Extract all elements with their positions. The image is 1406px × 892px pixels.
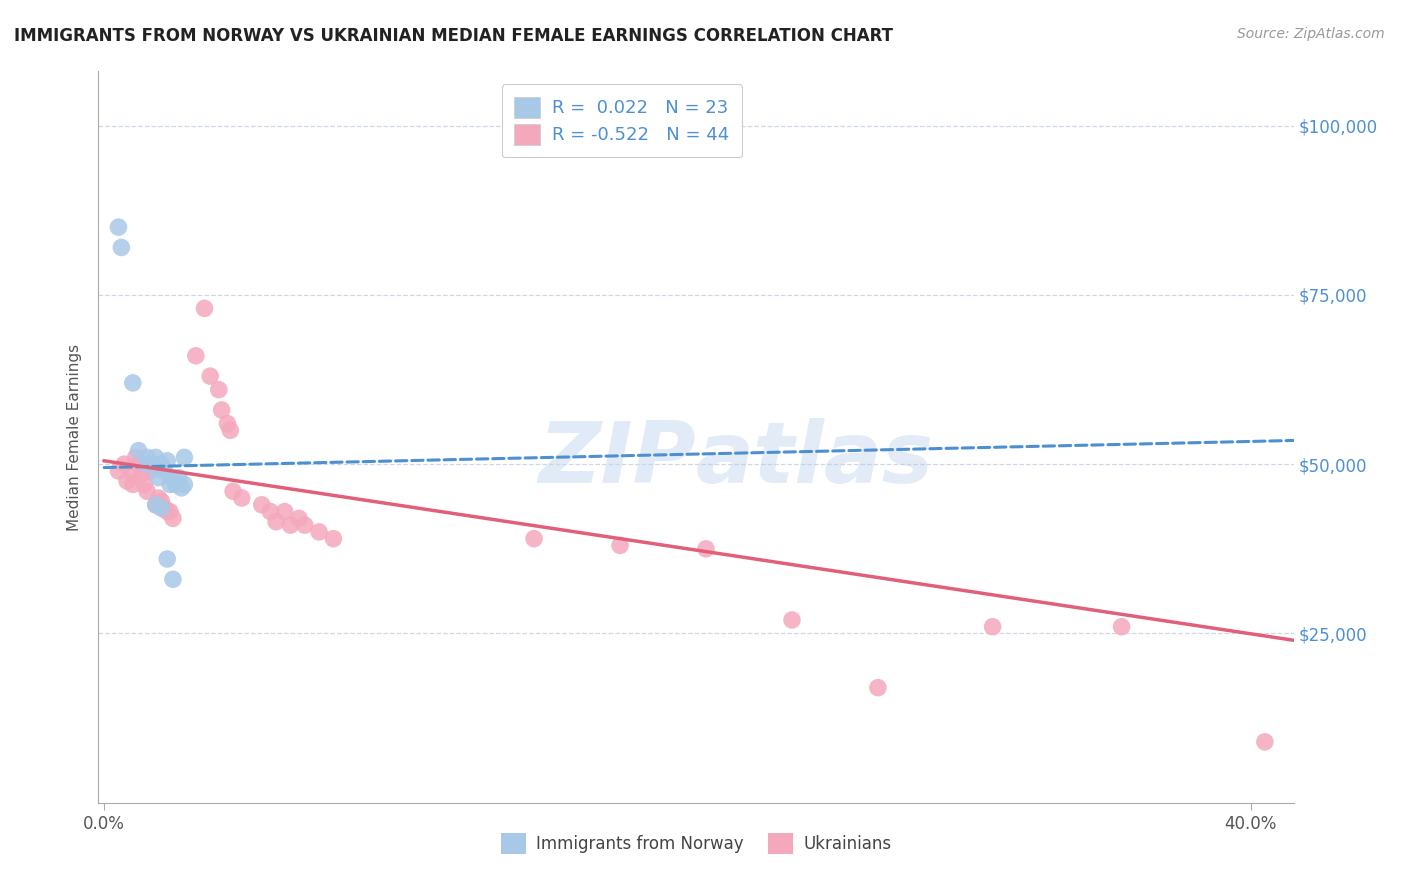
- Point: [273, 505, 295, 519]
- Point: [294, 518, 316, 533]
- Point: [308, 524, 330, 539]
- Point: [173, 450, 195, 465]
- Point: [159, 477, 181, 491]
- Point: [153, 464, 176, 478]
- Point: [288, 511, 311, 525]
- Point: [162, 471, 184, 485]
- Point: [136, 484, 159, 499]
- Point: [219, 423, 242, 437]
- Point: [156, 552, 179, 566]
- Point: [1111, 620, 1133, 634]
- Point: [131, 467, 153, 482]
- Point: [150, 494, 173, 508]
- Point: [866, 681, 889, 695]
- Text: IMMIGRANTS FROM NORWAY VS UKRAINIAN MEDIAN FEMALE EARNINGS CORRELATION CHART: IMMIGRANTS FROM NORWAY VS UKRAINIAN MEDI…: [14, 27, 893, 45]
- Point: [136, 457, 159, 471]
- Point: [145, 498, 167, 512]
- Text: ZIP: ZIP: [538, 417, 696, 500]
- Point: [211, 403, 233, 417]
- Point: [264, 515, 287, 529]
- Point: [134, 477, 156, 491]
- Legend: Immigrants from Norway, Ukrainians: Immigrants from Norway, Ukrainians: [494, 827, 898, 860]
- Point: [112, 457, 135, 471]
- Point: [128, 443, 150, 458]
- Point: [148, 471, 170, 485]
- Point: [150, 457, 173, 471]
- Text: Source: ZipAtlas.com: Source: ZipAtlas.com: [1237, 27, 1385, 41]
- Point: [156, 454, 179, 468]
- Point: [121, 467, 143, 482]
- Point: [162, 572, 184, 586]
- Point: [110, 240, 132, 254]
- Point: [128, 457, 150, 471]
- Point: [121, 477, 143, 491]
- Point: [145, 498, 167, 512]
- Point: [184, 349, 207, 363]
- Point: [1254, 735, 1277, 749]
- Point: [173, 477, 195, 491]
- Y-axis label: Median Female Earnings: Median Female Earnings: [66, 343, 82, 531]
- Point: [198, 369, 221, 384]
- Point: [981, 620, 1004, 634]
- Text: atlas: atlas: [696, 417, 934, 500]
- Point: [159, 505, 181, 519]
- Point: [165, 477, 187, 491]
- Point: [250, 498, 273, 512]
- Point: [136, 450, 159, 465]
- Point: [217, 417, 239, 431]
- Point: [162, 511, 184, 525]
- Point: [156, 505, 179, 519]
- Point: [322, 532, 344, 546]
- Point: [142, 457, 165, 471]
- Point: [523, 532, 546, 546]
- Point: [609, 538, 631, 552]
- Point: [153, 501, 176, 516]
- Point: [222, 484, 245, 499]
- Point: [695, 541, 717, 556]
- Point: [107, 220, 129, 235]
- Point: [280, 518, 302, 533]
- Point: [231, 491, 253, 505]
- Point: [780, 613, 803, 627]
- Point: [121, 376, 143, 390]
- Point: [124, 450, 146, 465]
- Point: [107, 464, 129, 478]
- Point: [259, 505, 281, 519]
- Point: [193, 301, 215, 316]
- Point: [170, 481, 193, 495]
- Point: [115, 474, 138, 488]
- Point: [145, 450, 167, 465]
- Point: [150, 501, 173, 516]
- Point: [208, 383, 231, 397]
- Point: [148, 491, 170, 505]
- Point: [139, 464, 162, 478]
- Point: [167, 471, 190, 485]
